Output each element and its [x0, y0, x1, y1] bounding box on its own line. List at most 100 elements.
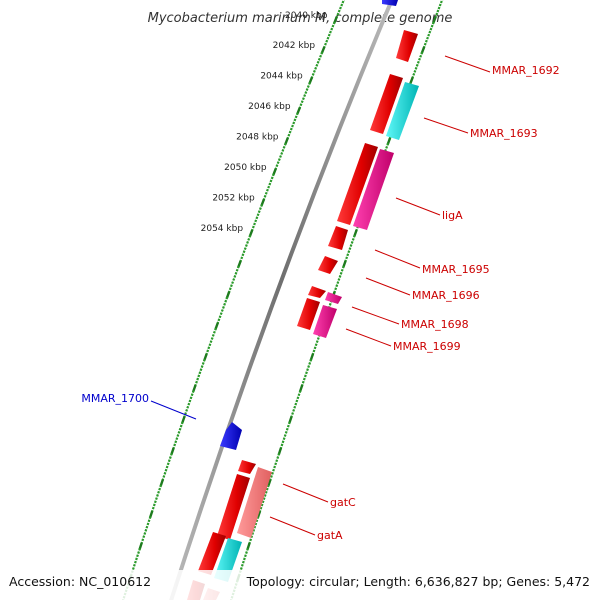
minor-tick [207, 346, 211, 350]
minor-tick [173, 443, 177, 447]
leader-line [282, 483, 329, 503]
minor-tick [335, 284, 339, 288]
leader-line [269, 516, 316, 536]
minor-tick [305, 88, 309, 91]
minor-tick [273, 465, 277, 469]
minor-tick [228, 287, 232, 291]
minor-tick [212, 330, 216, 334]
minor-tick [351, 237, 355, 241]
minor-tick [320, 51, 324, 55]
leader-line [365, 277, 411, 296]
minor-tick [263, 194, 267, 198]
minor-tick [258, 207, 262, 211]
minor-tick [305, 371, 308, 375]
minor-tick [225, 296, 229, 300]
gene-label-liga: ligA [442, 209, 463, 222]
minor-tick [243, 247, 247, 251]
minor-tick [345, 256, 349, 260]
minor-tick [412, 72, 416, 76]
minor-tick [186, 405, 190, 409]
minor-tick [218, 315, 222, 319]
minor-tick [133, 563, 136, 567]
minor-tick [254, 522, 258, 526]
minor-tick [242, 250, 246, 254]
minor-tick [143, 532, 147, 535]
minor-tick [271, 471, 274, 475]
minor-tick [427, 33, 431, 37]
minor-tick [244, 244, 248, 247]
gene-features [187, 0, 419, 600]
minor-tick [314, 66, 318, 70]
minor-tick [338, 275, 342, 278]
minor-tick [288, 421, 291, 425]
minor-tick [255, 216, 259, 220]
minor-tick [334, 287, 338, 291]
minor-tick [317, 57, 321, 61]
gene-arrow [297, 298, 320, 330]
minor-tick [253, 525, 257, 529]
minor-tick [266, 484, 270, 488]
minor-tick [190, 393, 194, 397]
minor-tick [137, 551, 140, 554]
minor-tick [251, 532, 255, 535]
minor-tick [326, 36, 330, 40]
gene-label-mmar-1700: MMAR_1700 [81, 392, 149, 405]
minor-tick [292, 121, 296, 125]
leader-line [444, 55, 491, 73]
minor-tick [307, 365, 311, 368]
minor-tick [256, 213, 260, 217]
minor-tick [264, 191, 268, 195]
minor-tick [287, 133, 291, 137]
minor-tick [146, 522, 150, 526]
minor-tick [415, 63, 419, 67]
kbp-label: 2052 kbp [212, 193, 255, 203]
minor-tick [157, 490, 160, 494]
minor-tick [331, 24, 335, 28]
minor-tick [268, 182, 272, 186]
minor-tick [175, 437, 179, 441]
minor-tick [313, 346, 317, 350]
minor-tick [260, 503, 264, 507]
minor-tick [349, 244, 353, 247]
minor-tick [302, 377, 306, 381]
minor-tick [319, 54, 323, 58]
minor-tick [241, 560, 245, 564]
minor-tick [423, 42, 427, 46]
minor-tick [188, 399, 192, 403]
minor-tick [291, 124, 294, 128]
minor-tick [201, 362, 205, 365]
minor-tick [352, 234, 356, 238]
minor-tick [142, 535, 146, 539]
minor-tick [206, 349, 210, 353]
minor-tick [274, 462, 278, 466]
minor-tick [153, 500, 157, 504]
minor-tick [210, 337, 214, 340]
minor-tick [167, 459, 171, 463]
gene-label-mmar-1692: MMAR_1692 [492, 64, 560, 77]
minor-tick [138, 547, 141, 551]
minor-tick [259, 506, 263, 510]
minor-tick [308, 82, 311, 85]
kbp-label: 2048 kbp [236, 132, 279, 142]
accession-text: Accession: NC_010612 [9, 574, 151, 589]
minor-tick [249, 538, 252, 542]
minor-tick [134, 560, 137, 564]
leader-line [423, 117, 469, 134]
minor-tick [419, 54, 423, 58]
minor-tick [439, 0, 443, 4]
minor-tick [300, 100, 304, 104]
gene-arrow [382, 0, 398, 6]
minor-tick [209, 340, 213, 344]
minor-tick [243, 557, 246, 561]
minor-tick [269, 179, 273, 183]
minor-tick [288, 130, 292, 134]
minor-tick [428, 30, 432, 34]
minor-tick [315, 63, 319, 67]
minor-tick [250, 535, 254, 539]
minor-tick [332, 21, 336, 25]
minor-tick [312, 69, 316, 73]
gene-arrow [337, 143, 378, 225]
minor-tick [281, 148, 285, 152]
minor-tick [257, 210, 261, 214]
